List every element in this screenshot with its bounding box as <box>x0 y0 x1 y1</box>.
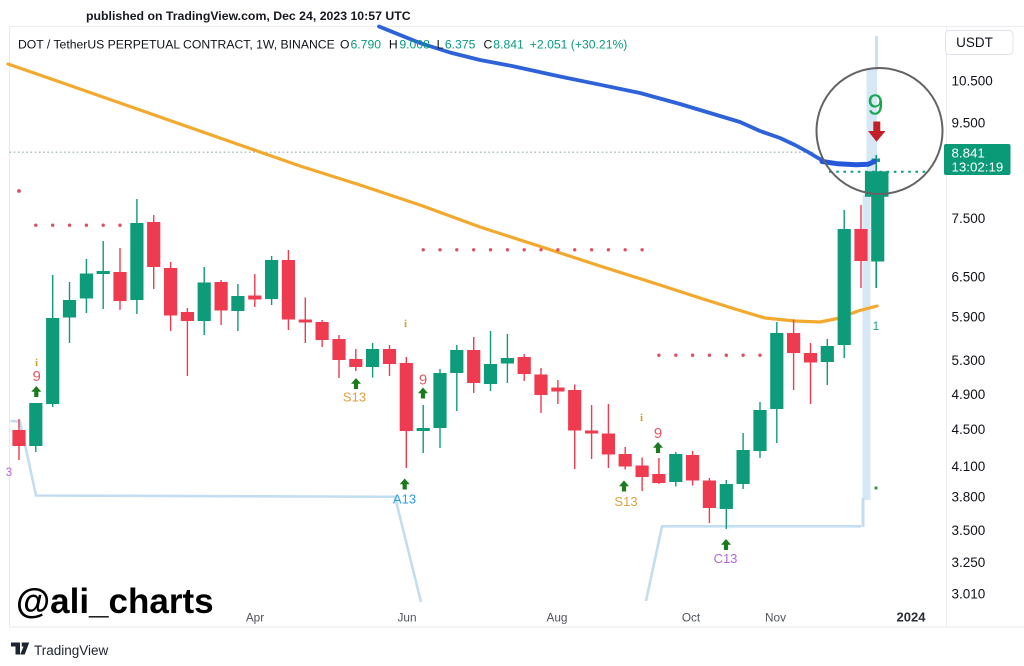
svg-text:Nov: Nov <box>765 611 786 625</box>
svg-text:i: i <box>404 318 407 330</box>
svg-text:Oct: Oct <box>682 611 701 625</box>
svg-text:Aug: Aug <box>547 611 568 625</box>
svg-text:9: 9 <box>654 425 662 442</box>
svg-text:S13: S13 <box>614 494 637 509</box>
svg-text:6.375: 6.375 <box>445 38 476 52</box>
svg-text:6.790: 6.790 <box>351 38 382 52</box>
svg-text:13:02:19: 13:02:19 <box>952 160 1004 175</box>
svg-text:A13: A13 <box>393 492 416 507</box>
svg-text:7.500: 7.500 <box>952 211 986 226</box>
svg-text:S13: S13 <box>343 390 366 405</box>
svg-text:3.250: 3.250 <box>952 555 986 570</box>
svg-text:10.500: 10.500 <box>952 74 993 89</box>
svg-text:Apr: Apr <box>246 611 264 625</box>
svg-text:i: i <box>640 412 643 424</box>
svg-text:USDT: USDT <box>956 35 993 50</box>
svg-text:published on TradingView.com,: published on TradingView.com, Dec 24, 20… <box>86 9 411 23</box>
svg-text:DOT / TetherUS PERPETUAL CONTR: DOT / TetherUS PERPETUAL CONTRACT, 1W, B… <box>18 38 335 52</box>
svg-text:H: H <box>389 38 398 52</box>
svg-text:9.008: 9.008 <box>399 38 430 52</box>
svg-text:3.500: 3.500 <box>952 523 986 538</box>
svg-text:8.841: 8.841 <box>493 38 524 52</box>
svg-text:3: 3 <box>6 467 12 479</box>
svg-text:4.500: 4.500 <box>952 422 986 437</box>
svg-text:9.500: 9.500 <box>952 116 986 131</box>
svg-text:4.900: 4.900 <box>952 387 986 402</box>
svg-text:3.800: 3.800 <box>952 490 986 505</box>
svg-text:L: L <box>437 38 444 52</box>
svg-text:Jun: Jun <box>397 611 416 625</box>
svg-text:5.300: 5.300 <box>952 353 986 368</box>
svg-text:i: i <box>35 357 38 369</box>
svg-text:C: C <box>484 38 493 52</box>
svg-text:+2.051 (+30.21%): +2.051 (+30.21%) <box>530 38 628 52</box>
svg-text:1: 1 <box>873 321 879 333</box>
svg-text:2024: 2024 <box>897 610 927 625</box>
svg-text:4.100: 4.100 <box>952 459 986 474</box>
svg-text:9: 9 <box>33 368 41 385</box>
svg-text:TradingView: TradingView <box>34 643 109 658</box>
svg-text:9: 9 <box>419 372 427 389</box>
svg-text:6.500: 6.500 <box>952 270 986 285</box>
svg-text:C13: C13 <box>714 551 738 566</box>
svg-text:5.900: 5.900 <box>952 310 986 325</box>
svg-text:9: 9 <box>867 90 883 122</box>
svg-text:3.010: 3.010 <box>952 587 986 602</box>
svg-text:O: O <box>340 38 349 52</box>
svg-text:@ali_charts: @ali_charts <box>16 582 214 621</box>
svg-text:8.841: 8.841 <box>952 146 985 161</box>
